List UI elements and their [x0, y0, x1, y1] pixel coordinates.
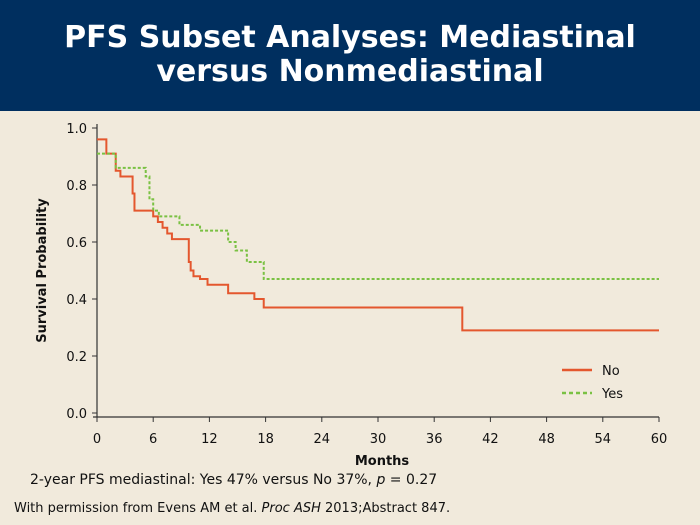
y-tick-label: 0.0: [66, 407, 87, 422]
x-tick-label: 48: [538, 432, 555, 447]
footnote-p-label: p: [376, 472, 386, 488]
y-axis-label: Survival Probability: [35, 198, 50, 343]
footnote-suffix: = 0.27: [385, 472, 438, 488]
footnote-prefix: 2-year PFS mediastinal: Yes 47% versus N…: [30, 472, 377, 488]
x-tick-label: 6: [149, 432, 157, 447]
km-chart: 0 6 12 18 24 30 36 42 48 54 60 0.0 0.2 0.4 0.6 0.8 1.0 Mo…: [35, 122, 668, 469]
x-axis-label: Months: [355, 454, 410, 469]
y-tick-label: 0.6: [66, 236, 87, 251]
x-tick-label: 0: [93, 432, 101, 447]
series-no-line: [97, 138, 659, 332]
y-tick-label: 0.4: [66, 293, 87, 308]
y-tick-label: 0.2: [66, 350, 87, 365]
credit-prefix: With permission from Evens AM et al.: [14, 501, 262, 516]
x-tick-label: 36: [426, 432, 443, 447]
x-tick-label: 54: [595, 432, 612, 447]
x-tick-label: 24: [314, 432, 331, 447]
page-title: PFS Subset Analyses: Mediastinal versus …: [64, 19, 636, 89]
pfs-footnote: 2-year PFS mediastinal: Yes 47% versus N…: [30, 472, 437, 488]
legend-label-yes: Yes: [601, 387, 623, 402]
series-yes-line: [97, 152, 659, 281]
credit-journal: Proc ASH: [261, 501, 321, 516]
x-tick-label: 12: [201, 432, 218, 447]
title-bar: PFS Subset Analyses: Mediastinal versus …: [0, 0, 700, 111]
x-tick-label: 18: [257, 432, 274, 447]
credit-suffix: 2013;Abstract 847.: [320, 501, 451, 516]
source-credit: With permission from Evens AM et al. Pro…: [14, 501, 450, 516]
legend-label-no: No: [602, 364, 620, 379]
x-tick-label: 30: [370, 432, 387, 447]
x-tick-label: 42: [482, 432, 499, 447]
x-tick-label: 60: [651, 432, 668, 447]
y-tick-label: 0.8: [66, 179, 87, 194]
y-tick-label: 1.0: [66, 122, 87, 137]
